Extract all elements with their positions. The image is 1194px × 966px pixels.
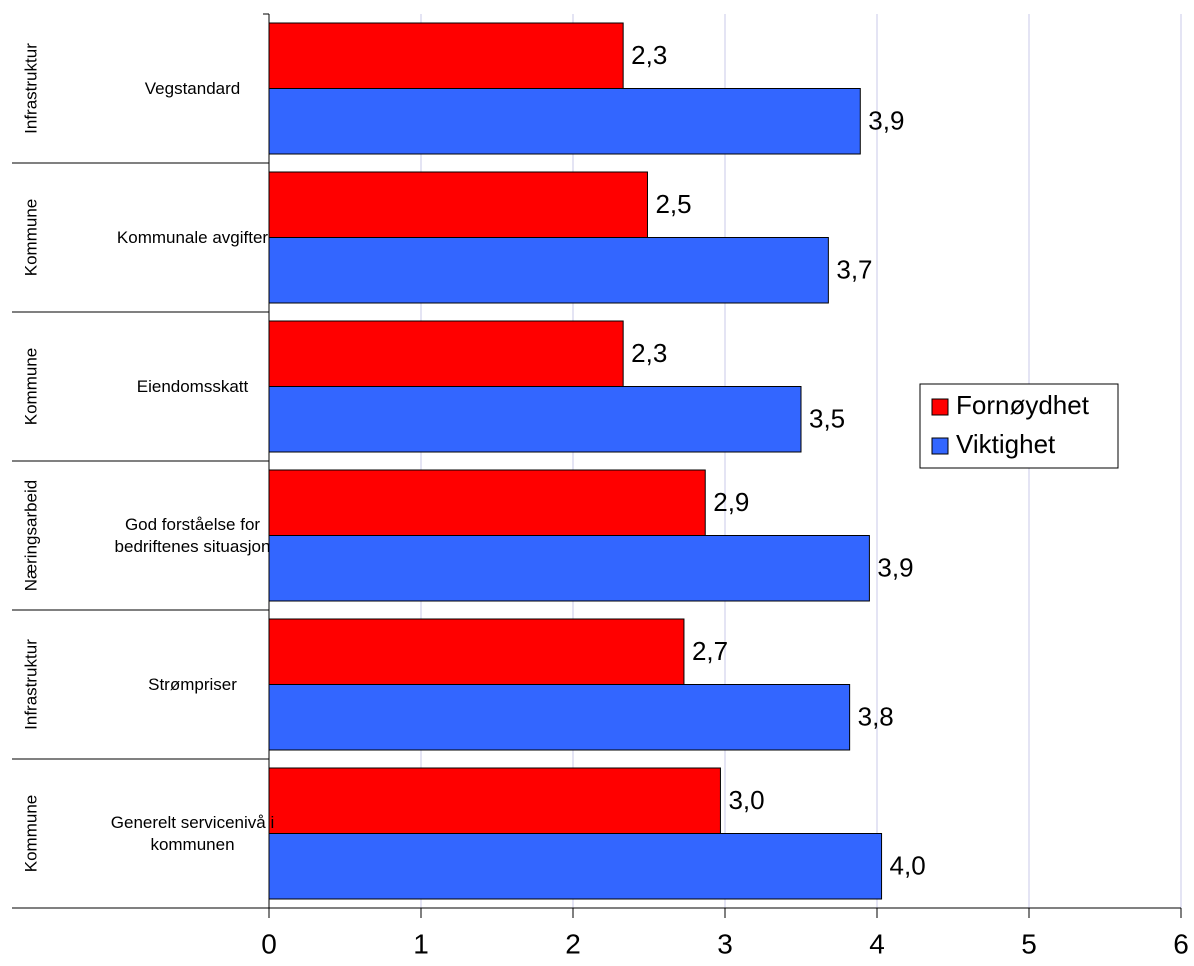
- group-label: Kommune: [21, 199, 40, 276]
- x-tick-label: 4: [869, 928, 885, 959]
- x-tick-label: 5: [1021, 928, 1037, 959]
- bar: [268, 88, 861, 155]
- value-label: 3,0: [728, 785, 764, 815]
- category-label: God forståelse for bedriftenes situasjon: [114, 514, 271, 556]
- category-label: Strømpriser: [148, 674, 237, 694]
- value-label: 2,5: [655, 189, 691, 219]
- category-label: Vegstandard: [144, 78, 241, 98]
- value-label: 3,5: [809, 403, 845, 433]
- bar: [268, 171, 648, 238]
- x-tick-label: 1: [413, 928, 429, 959]
- value-label: 3,8: [858, 701, 894, 731]
- group-label: Næringsarbeid: [21, 480, 40, 592]
- value-label: 2,3: [631, 40, 667, 70]
- x-tick-label: 2: [565, 928, 581, 959]
- group-label: Infrastruktur: [21, 639, 40, 730]
- bar: [268, 684, 851, 751]
- group-label: Kommune: [21, 795, 40, 872]
- legend-swatch: [931, 398, 949, 416]
- value-label: 2,3: [631, 338, 667, 368]
- bar: [268, 237, 829, 304]
- legend-swatch: [931, 437, 949, 455]
- legend-label: Viktighet: [956, 429, 1056, 459]
- bar: [268, 535, 870, 602]
- bar: [268, 469, 706, 536]
- legend-label: Fornøydhet: [956, 390, 1090, 420]
- bar: [268, 833, 883, 900]
- category-label: Generelt servicenivå i kommunen: [110, 812, 275, 854]
- x-tick-label: 0: [261, 928, 277, 959]
- bar: [268, 386, 802, 453]
- x-tick-label: 3: [717, 928, 733, 959]
- category-label: Eiendomsskatt: [136, 376, 249, 396]
- value-label: 2,7: [692, 636, 728, 666]
- bar: [268, 618, 685, 685]
- legend-box: [919, 383, 1119, 469]
- value-label: 3,9: [868, 105, 904, 135]
- x-tick-label: 6: [1173, 928, 1189, 959]
- value-label: 3,9: [877, 552, 913, 582]
- value-label: 3,7: [836, 254, 872, 284]
- bar: [268, 767, 721, 834]
- bar: [268, 22, 624, 89]
- value-label: 4,0: [890, 850, 926, 880]
- group-label: Infrastruktur: [21, 43, 40, 134]
- category-label: Kommunale avgifter: [116, 227, 269, 247]
- value-label: 2,9: [713, 487, 749, 517]
- group-label: Kommune: [21, 348, 40, 425]
- bar: [268, 320, 624, 387]
